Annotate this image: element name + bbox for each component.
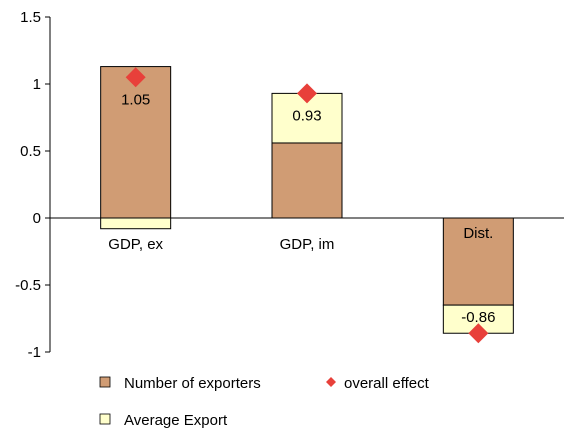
overall-effect-marker-gdp-ex [125, 67, 146, 88]
y-axis-ticks: 1.5 1 0.5 0 -0.5 -1 [15, 9, 50, 361]
value-label-dist: -0.86 [461, 309, 495, 326]
category-label-gdp-ex: GDP, ex [108, 236, 163, 253]
y-tick-label-5: -1 [28, 344, 41, 361]
legend-swatch-number-of-exporters [99, 376, 111, 388]
bar-number-of-exporters-gdp-ex [100, 66, 172, 219]
overall-effect-markers [125, 67, 489, 344]
y-tick-label-3: 0 [33, 210, 41, 227]
legend-label-number-of-exporters: Number of exporters [124, 375, 261, 392]
category-labels: GDP, ex GDP, im Dist. [108, 225, 493, 253]
legend: Number of exporters Average Export overa… [99, 375, 430, 429]
bar-number-of-exporters-gdp-im [271, 142, 343, 219]
legend-item-average-export: Average Export [99, 412, 228, 429]
legend-label-overall-effect: overall effect [344, 375, 430, 392]
legend-item-number-of-exporters: Number of exporters [99, 375, 261, 392]
legend-label-average-export: Average Export [124, 412, 228, 429]
legend-item-overall-effect: overall effect [326, 375, 430, 392]
y-tick-label-2: 0.5 [20, 143, 41, 160]
overall-effect-marker-dist [468, 323, 489, 344]
bar-average-export-gdp-ex [100, 217, 172, 230]
value-label-gdp-im: 0.93 [292, 107, 321, 124]
y-tick-label-0: 1.5 [20, 9, 41, 26]
legend-swatch-average-export [99, 413, 111, 425]
y-tick-label-4: -0.5 [15, 277, 41, 294]
y-tick-label-1: 1 [33, 76, 41, 93]
category-label-gdp-im: GDP, im [280, 236, 335, 253]
value-label-gdp-ex: 1.05 [121, 91, 150, 108]
category-label-dist: Dist. [463, 225, 493, 242]
value-labels: 1.05 0.93 -0.86 [121, 91, 495, 326]
legend-marker-overall-effect [326, 377, 336, 387]
overall-effect-marker-gdp-im [297, 83, 317, 104]
